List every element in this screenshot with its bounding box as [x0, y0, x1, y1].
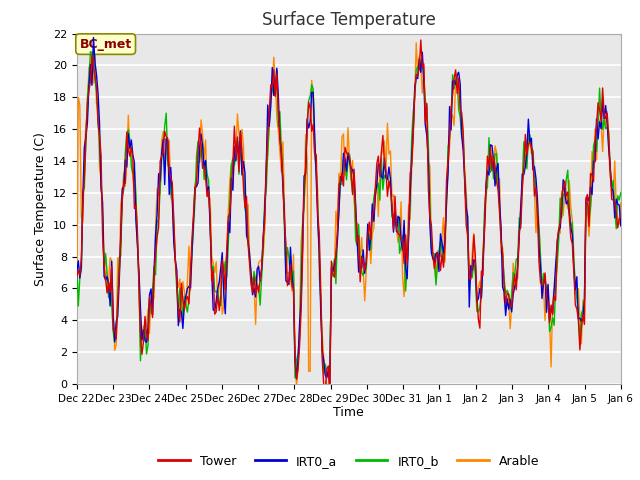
Legend: Tower, IRT0_a, IRT0_b, Arable: Tower, IRT0_a, IRT0_b, Arable: [154, 450, 544, 473]
Title: Surface Temperature: Surface Temperature: [262, 11, 436, 29]
Text: BC_met: BC_met: [79, 37, 132, 50]
Y-axis label: Surface Temperature (C): Surface Temperature (C): [35, 132, 47, 286]
X-axis label: Time: Time: [333, 407, 364, 420]
